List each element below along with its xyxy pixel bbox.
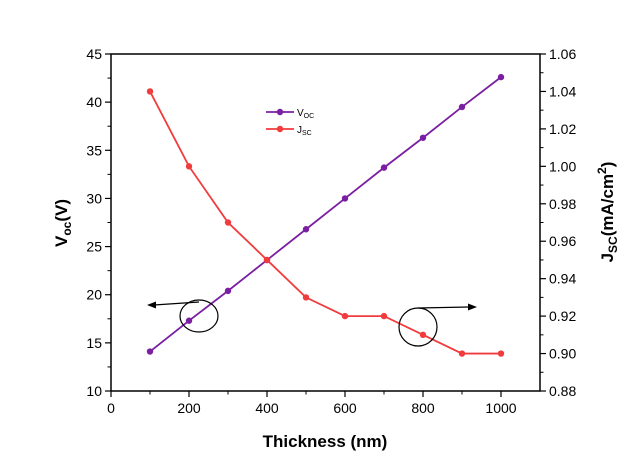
x-tick-label: 200 bbox=[177, 400, 201, 416]
data-point-voc bbox=[185, 317, 193, 324]
legend-voc-label: VOC bbox=[297, 108, 314, 120]
y-right-tick-label: 0.98 bbox=[549, 196, 576, 212]
data-point-voc bbox=[302, 226, 310, 233]
x-tick-label: 400 bbox=[255, 400, 279, 416]
y-right-tick-label: 0.90 bbox=[549, 346, 576, 362]
y-left-axis-ticks: 10 15 20 25 30 35 40 45 bbox=[86, 46, 111, 399]
y-right-tick-label: 1.00 bbox=[549, 158, 576, 174]
annotations bbox=[147, 299, 477, 347]
y-right-tick-label: 1.06 bbox=[549, 46, 576, 62]
y-left-tick-label: 25 bbox=[86, 239, 102, 255]
y-left-tick-label: 35 bbox=[86, 142, 102, 158]
data-point-jsc bbox=[263, 256, 271, 264]
y-left-axis-title: Voc(V) bbox=[52, 199, 74, 247]
plot-frame bbox=[110, 53, 541, 392]
data-point-voc bbox=[458, 103, 466, 111]
data-point-voc bbox=[224, 287, 232, 295]
legend: VOC JSC bbox=[266, 108, 314, 137]
x-axis-title: Thickness (nm) bbox=[263, 432, 388, 451]
data-point-jsc bbox=[497, 350, 505, 357]
data-point-jsc bbox=[146, 88, 154, 95]
y-right-tick-label: 0.92 bbox=[549, 308, 576, 324]
x-tick-label: 800 bbox=[411, 400, 435, 416]
left-arrow-head bbox=[147, 301, 156, 309]
x-tick-label: 600 bbox=[333, 400, 357, 416]
y-right-tick-label: 0.88 bbox=[549, 383, 576, 399]
right-arrow-head bbox=[468, 303, 477, 311]
series-layer bbox=[146, 73, 505, 357]
data-point-voc bbox=[146, 348, 154, 355]
data-point-voc bbox=[341, 195, 349, 202]
y-right-axis-title: JSC(mA/cm2) bbox=[595, 162, 620, 263]
x-axis-ticks: 0 200 400 600 800 1000 bbox=[107, 391, 517, 416]
data-point-jsc bbox=[302, 294, 310, 301]
y-right-axis-ticks: 0.88 0.90 0.92 0.94 0.96 0.98 1.00 1.02 1.04 1.06 bbox=[540, 46, 576, 399]
y-right-tick-label: 1.04 bbox=[549, 83, 576, 99]
left-axis-indicator-arrow bbox=[153, 301, 200, 306]
x-tick-label: 1000 bbox=[485, 400, 516, 416]
y-left-tick-label: 30 bbox=[86, 190, 102, 206]
y-left-tick-label: 45 bbox=[86, 46, 102, 62]
data-point-voc bbox=[497, 73, 505, 81]
legend-jsc-marker bbox=[276, 125, 284, 133]
data-point-jsc bbox=[458, 350, 466, 357]
y-left-tick-label: 20 bbox=[86, 287, 102, 303]
data-point-jsc bbox=[185, 163, 193, 170]
data-point-jsc bbox=[341, 312, 349, 320]
data-point-jsc bbox=[224, 219, 232, 226]
right-axis-indicator-arrow bbox=[417, 306, 470, 309]
x-tick-label: 0 bbox=[107, 400, 115, 416]
y-right-tick-label: 0.94 bbox=[549, 271, 576, 287]
legend-jsc-label: JSC bbox=[297, 125, 312, 137]
y-left-tick-label: 15 bbox=[86, 335, 102, 351]
y-right-tick-label: 0.96 bbox=[549, 233, 576, 249]
left-axis-indicator-circle bbox=[179, 299, 219, 333]
y-left-tick-label: 10 bbox=[86, 383, 102, 399]
y-right-tick-label: 1.02 bbox=[549, 121, 576, 137]
data-point-voc bbox=[380, 164, 388, 171]
y-left-tick-label: 40 bbox=[86, 94, 102, 110]
data-point-jsc bbox=[419, 331, 427, 339]
legend-voc-marker bbox=[276, 108, 284, 116]
series-line-jsc bbox=[149, 91, 501, 355]
series-line-voc bbox=[149, 76, 502, 353]
data-point-voc bbox=[419, 134, 427, 141]
data-point-jsc bbox=[380, 312, 388, 320]
